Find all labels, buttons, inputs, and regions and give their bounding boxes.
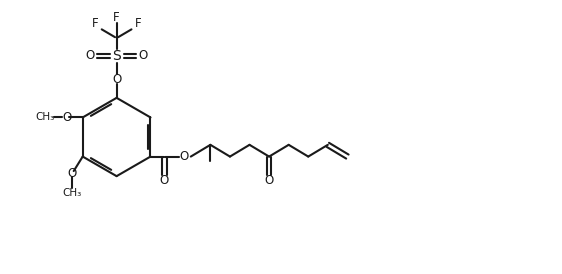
Text: O: O <box>62 111 72 124</box>
Text: CH₃: CH₃ <box>35 112 55 122</box>
Text: O: O <box>265 174 274 187</box>
Text: O: O <box>67 167 76 179</box>
Text: O: O <box>160 174 169 187</box>
Text: S: S <box>112 49 121 63</box>
Text: O: O <box>85 50 94 62</box>
Text: O: O <box>139 50 148 62</box>
Text: F: F <box>135 17 142 30</box>
Text: O: O <box>179 150 188 163</box>
Text: CH₃: CH₃ <box>62 188 81 198</box>
Text: O: O <box>112 73 121 85</box>
Text: F: F <box>92 17 98 30</box>
Text: F: F <box>114 11 120 24</box>
